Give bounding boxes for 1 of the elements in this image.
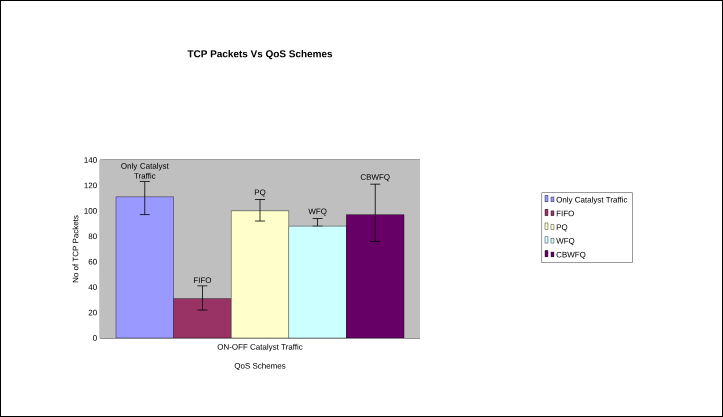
chart-title: TCP Packets Vs QoS Schemes [188, 50, 332, 60]
